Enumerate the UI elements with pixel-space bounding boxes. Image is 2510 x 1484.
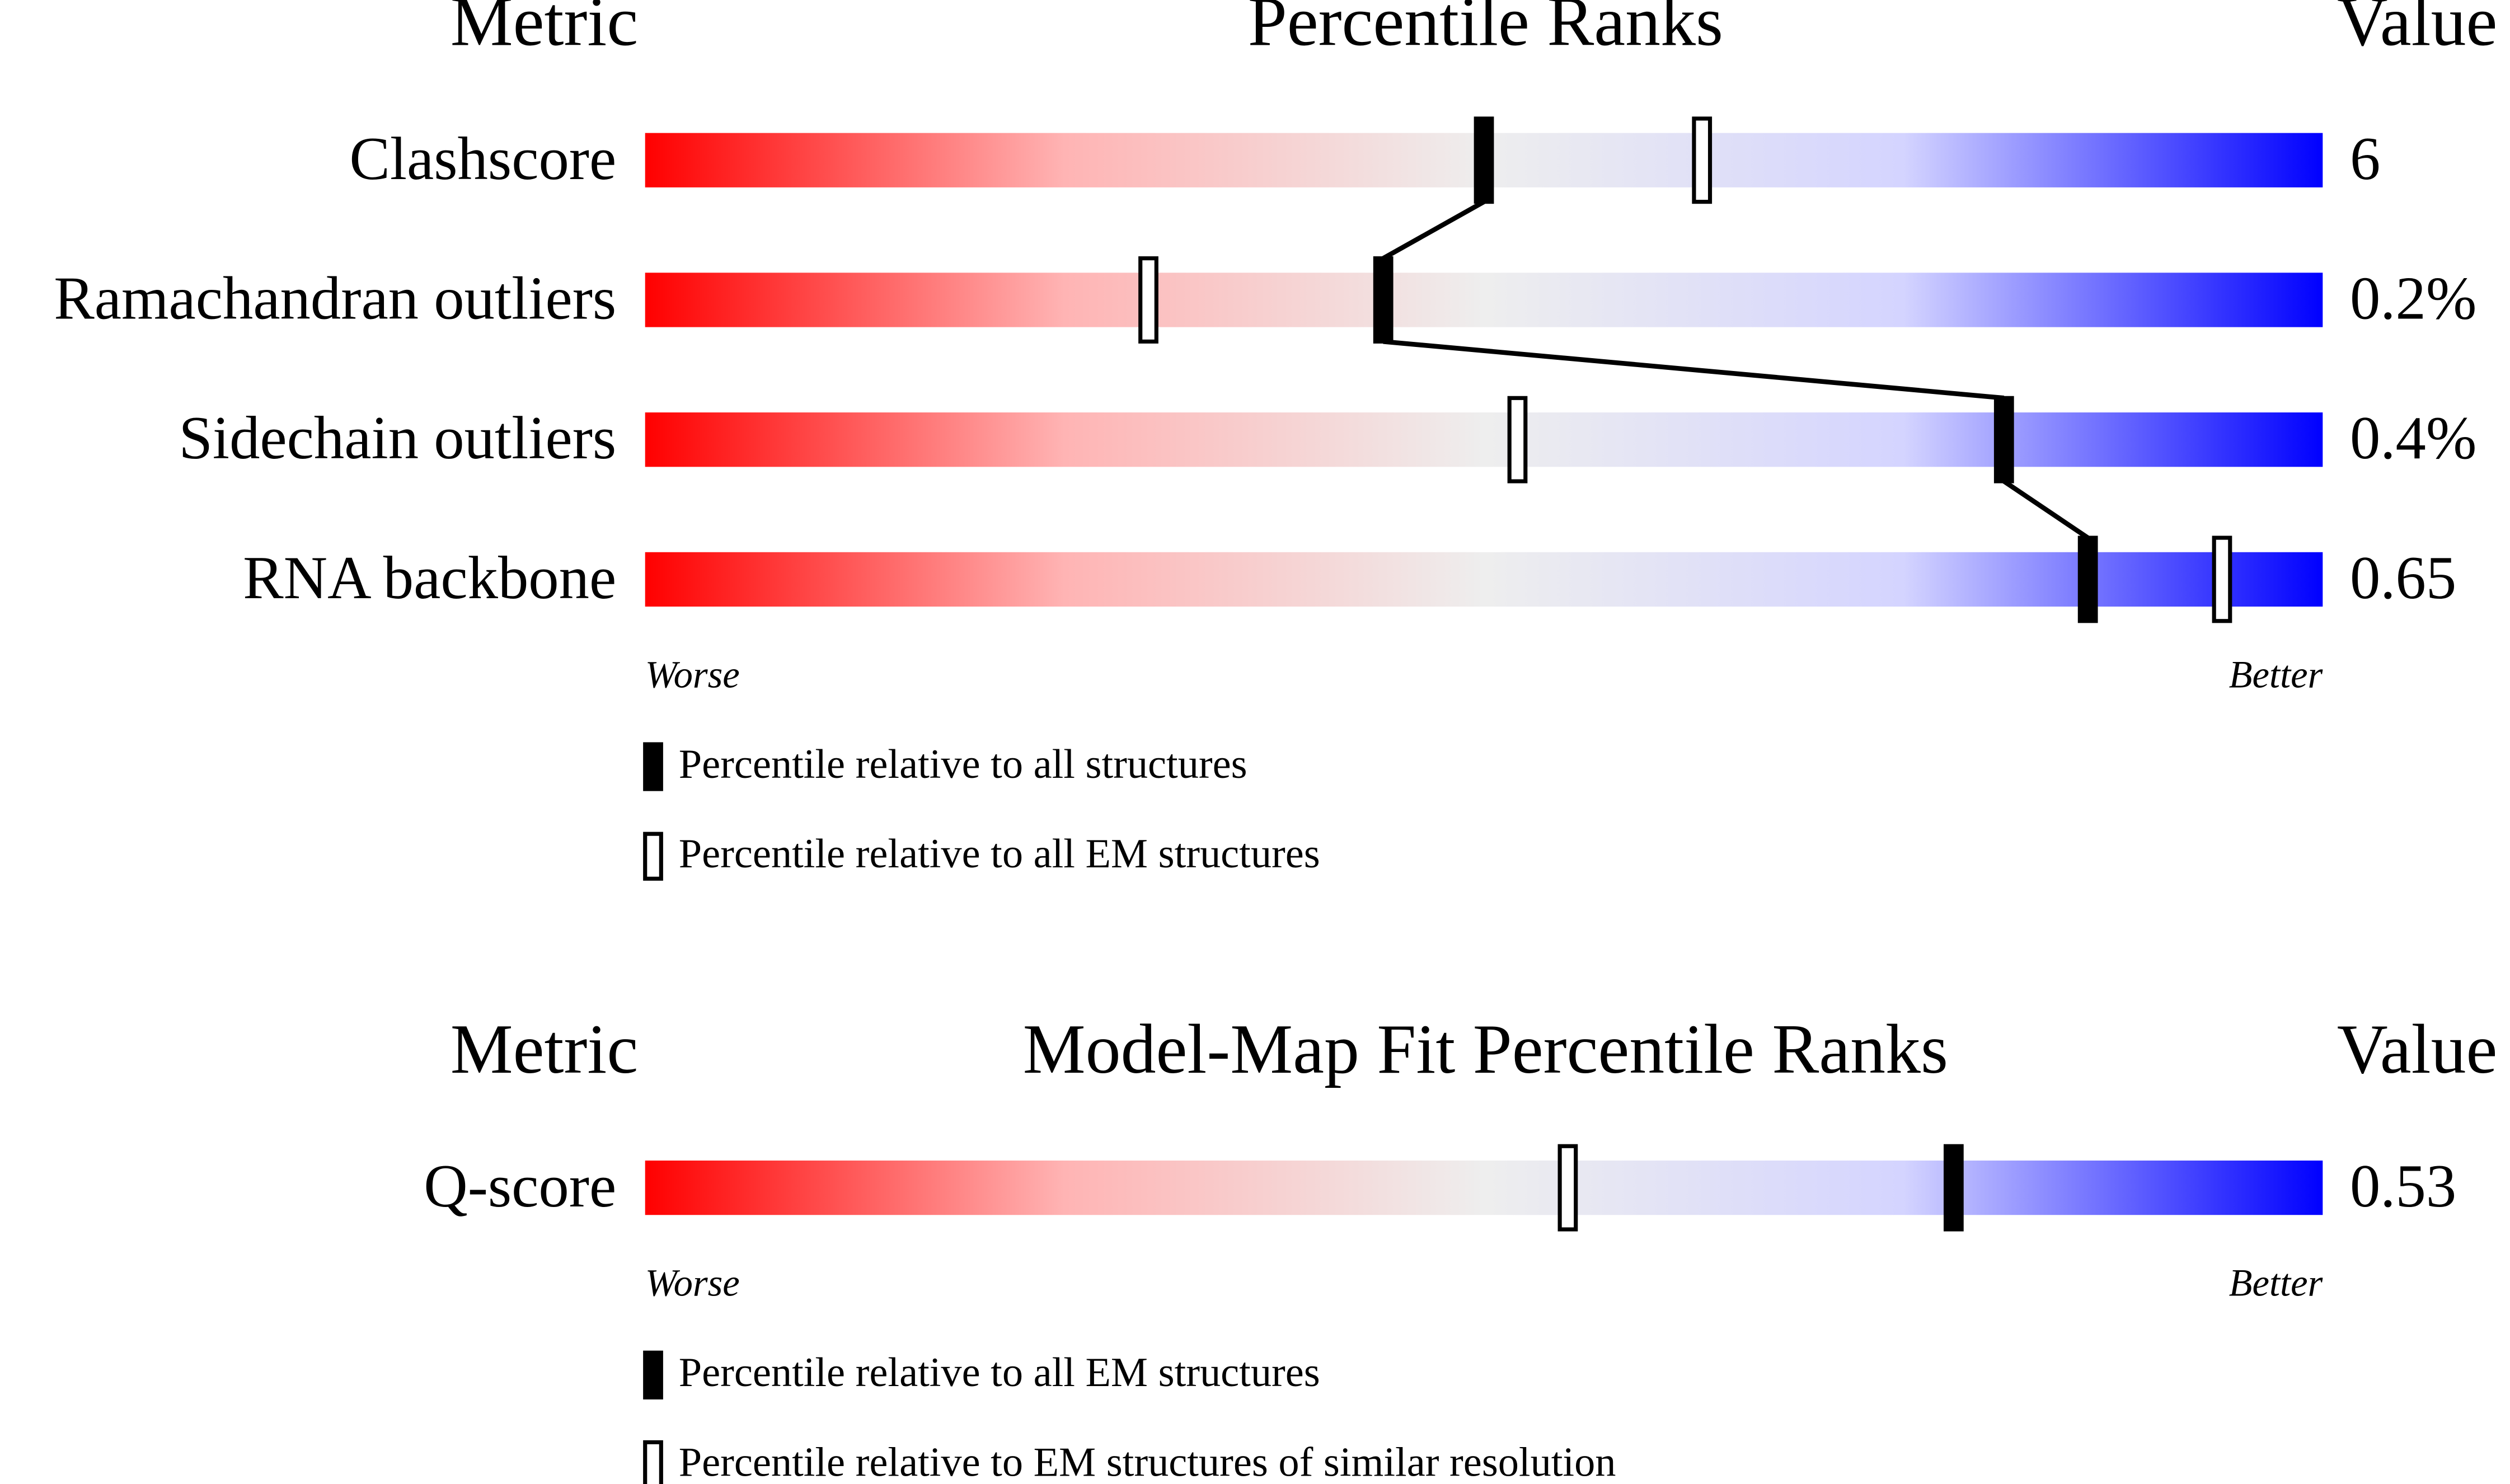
legend-swatch	[643, 1440, 663, 1484]
header: Metric	[451, 1011, 638, 1088]
percentile-marker	[2077, 536, 2098, 623]
header: Metric	[451, 0, 638, 61]
header: Value	[2337, 0, 2498, 61]
legend-swatch	[643, 832, 663, 881]
percentile-marker	[2212, 536, 2232, 623]
percentile-marker	[1943, 1144, 1964, 1232]
metric-value: 0.2%	[2350, 264, 2476, 332]
metric-label: Clashscore	[349, 125, 616, 192]
header: Percentile Ranks	[1248, 0, 1723, 61]
legend-label: Percentile relative to all EM structures	[679, 831, 1320, 877]
slider-bar	[645, 552, 2323, 607]
metric-value: 6	[2350, 125, 2380, 192]
axis-label-better: Better	[2229, 1262, 2323, 1304]
connector	[1383, 339, 2005, 401]
slider-bar	[645, 412, 2323, 467]
header: Model-Map Fit Percentile Ranks	[1023, 1011, 1948, 1088]
metric-label: Sidechain outliers	[179, 404, 616, 472]
slider-bar	[645, 273, 2323, 327]
axis-label-better: Better	[2229, 653, 2323, 696]
metric-value: 0.4%	[2350, 404, 2476, 472]
metric-value: 0.53	[2350, 1152, 2456, 1220]
legend-label: Percentile relative to all EM structures	[679, 1350, 1320, 1396]
axis-label-worse: Worse	[645, 653, 740, 696]
header: Value	[2337, 1011, 2498, 1088]
connector	[2002, 479, 2090, 540]
legend-label: Percentile relative to all structures	[679, 741, 1247, 787]
metric-label: Q-score	[424, 1152, 616, 1220]
percentile-marker	[1557, 1144, 1578, 1232]
percentile-marker	[1474, 116, 1494, 204]
percentile-marker	[1507, 396, 1528, 483]
percentile-marker	[1138, 256, 1158, 344]
legend-swatch	[643, 742, 663, 791]
slider-bar	[645, 1160, 2323, 1215]
percentile-marker	[1993, 396, 2014, 483]
metric-value: 0.65	[2350, 544, 2456, 612]
legend-label: Percentile relative to EM structures of …	[679, 1439, 1616, 1484]
connector	[1382, 199, 1485, 261]
metric-label: RNA backbone	[243, 544, 616, 612]
percentile-marker	[1692, 116, 1713, 204]
percentile-marker	[1373, 256, 1394, 344]
metric-label: Ramachandran outliers	[54, 264, 616, 332]
axis-label-worse: Worse	[645, 1262, 740, 1304]
legend-swatch	[643, 1350, 663, 1400]
